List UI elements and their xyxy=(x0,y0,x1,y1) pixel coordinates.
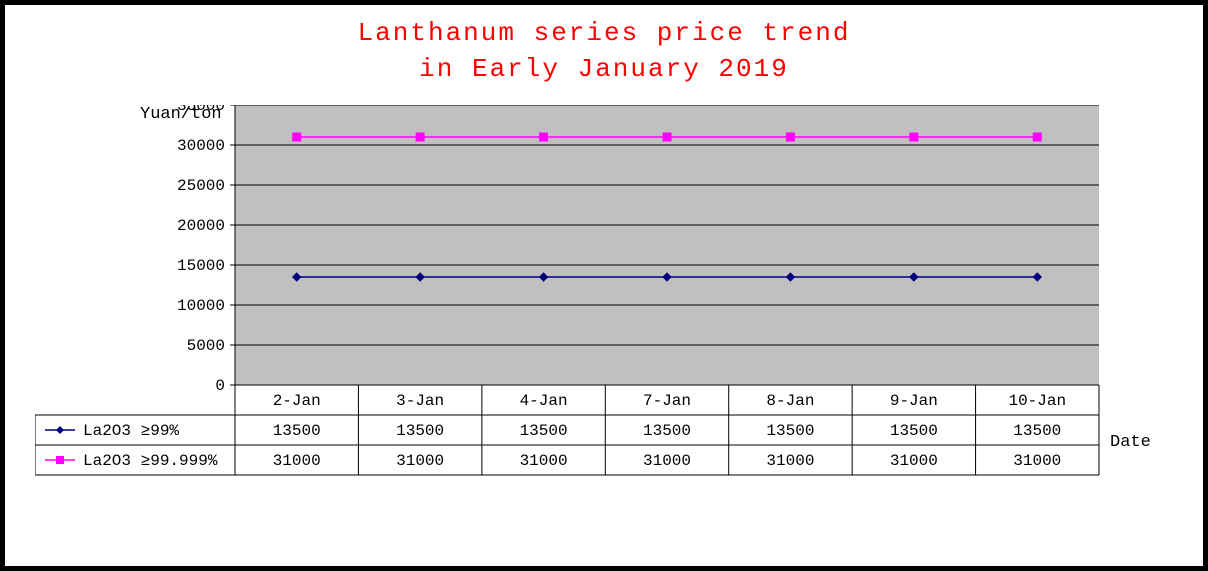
data-cell: 31000 xyxy=(1013,452,1061,470)
data-cell: 31000 xyxy=(890,452,938,470)
y-tick-label: 20000 xyxy=(177,217,225,235)
y-tick-label: 25000 xyxy=(177,177,225,195)
data-cell: 31000 xyxy=(396,452,444,470)
data-cell: 13500 xyxy=(643,422,691,440)
x-category-label: 8-Jan xyxy=(766,392,814,410)
y-tick-label: 5000 xyxy=(187,337,225,355)
y-tick-label: 0 xyxy=(215,377,225,395)
series-marker-square xyxy=(663,133,671,141)
data-cell: 13500 xyxy=(273,422,321,440)
series-marker-square xyxy=(910,133,918,141)
data-cell: 13500 xyxy=(520,422,568,440)
series-marker-square xyxy=(786,133,794,141)
series-marker-square xyxy=(1033,133,1041,141)
x-category-label: 7-Jan xyxy=(643,392,691,410)
data-cell: 31000 xyxy=(273,452,321,470)
legend-marker-square xyxy=(56,456,64,464)
data-cell: 31000 xyxy=(520,452,568,470)
x-category-label: 9-Jan xyxy=(890,392,938,410)
y-tick-label: 10000 xyxy=(177,297,225,315)
y-tick-label: 30000 xyxy=(177,137,225,155)
x-category-label: 10-Jan xyxy=(1008,392,1066,410)
legend-label: La2O3 ≥99.999% xyxy=(83,452,218,470)
series-marker-square xyxy=(416,133,424,141)
title-line-2: in Early January 2019 xyxy=(5,51,1203,87)
series-marker-square xyxy=(540,133,548,141)
data-cell: 13500 xyxy=(766,422,814,440)
series-marker-square xyxy=(293,133,301,141)
x-category-label: 2-Jan xyxy=(273,392,321,410)
legend-label: La2O3 ≥99% xyxy=(83,422,179,440)
chart-svg: 0 5000 10000 15000 20000 25000 30000 35000 2-Jan… xyxy=(35,105,1185,545)
chart-area: 0 5000 10000 15000 20000 25000 30000 35000 2-Jan… xyxy=(35,105,1185,545)
chart-title: Lanthanum series price trend in Early Ja… xyxy=(5,15,1203,88)
title-line-1: Lanthanum series price trend xyxy=(5,15,1203,51)
x-category-label: 4-Jan xyxy=(520,392,568,410)
data-cell: 13500 xyxy=(890,422,938,440)
x-category-label: 3-Jan xyxy=(396,392,444,410)
data-cell: 13500 xyxy=(1013,422,1061,440)
data-cell: 31000 xyxy=(643,452,691,470)
chart-frame: Lanthanum series price trend in Early Ja… xyxy=(0,0,1208,571)
legend-marker-diamond xyxy=(56,426,64,434)
y-tick-label: 35000 xyxy=(177,105,225,115)
data-cell: 13500 xyxy=(396,422,444,440)
data-cell: 31000 xyxy=(766,452,814,470)
y-tick-label: 15000 xyxy=(177,257,225,275)
